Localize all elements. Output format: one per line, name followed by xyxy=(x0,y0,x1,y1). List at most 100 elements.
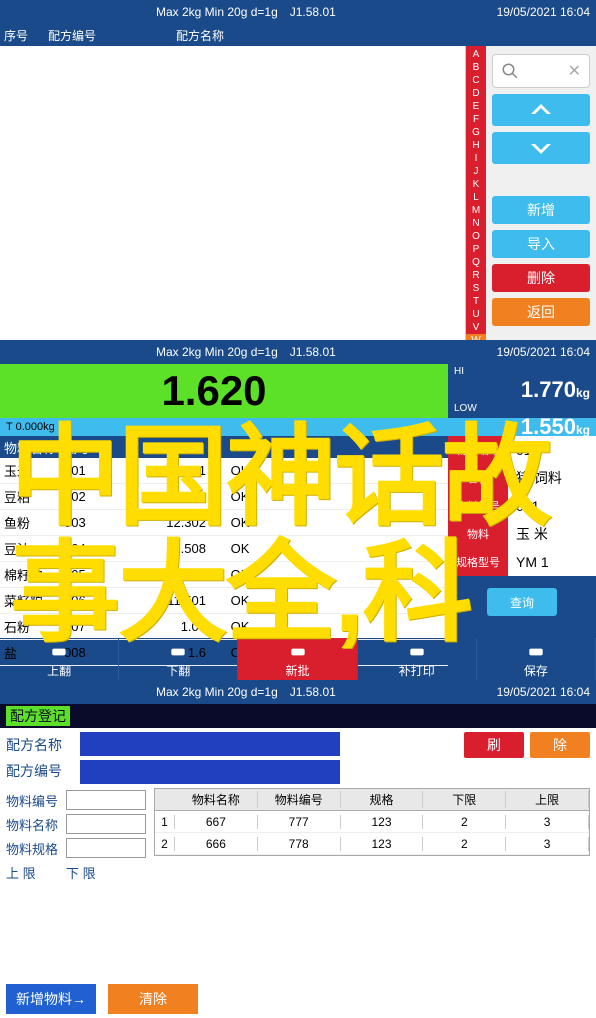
screen-recipe-list: Max 2kg Min 20g d=1g J1.58.01 19/05/2021… xyxy=(0,0,596,340)
index-R[interactable]: R xyxy=(466,269,486,282)
scroll-up-button[interactable] xyxy=(492,94,590,126)
footer-toolbar: 上翻下翻新批补打印保存 xyxy=(0,638,596,684)
foot-补打印[interactable]: 补打印 xyxy=(358,638,477,684)
info-code-lbl: 物料编号 xyxy=(448,436,508,464)
material-grid: 物料名称物料编号规格下限上限 166777712323266677812323 xyxy=(154,788,590,856)
mat-code-input[interactable] xyxy=(66,790,146,810)
info-code-val: 01 xyxy=(508,436,596,464)
search-icon xyxy=(501,62,519,80)
import-button[interactable]: 导入 xyxy=(492,230,590,258)
foot-下翻[interactable]: 下翻 xyxy=(119,638,238,684)
index-F[interactable]: F xyxy=(466,113,486,126)
col-name: 配方名称 xyxy=(176,27,224,44)
hi-value: 1.770 xyxy=(521,377,576,402)
index-O[interactable]: O xyxy=(466,230,486,243)
index-G[interactable]: G xyxy=(466,126,486,139)
query-button[interactable]: 查询 xyxy=(487,588,557,616)
top-status-bar-3: Max 2kg Min 20g d=1g J1.58.01 19/05/2021… xyxy=(0,680,596,704)
index-V[interactable]: V xyxy=(466,321,486,334)
info-spec-val: 001 xyxy=(508,492,596,520)
table-row[interactable]: 棉籽粕00513.353OK xyxy=(0,562,448,588)
th-name: 物料名称 xyxy=(0,438,60,457)
index-B[interactable]: B xyxy=(466,61,486,74)
refresh-button[interactable]: 刷 xyxy=(464,732,524,758)
index-I[interactable]: I xyxy=(466,152,486,165)
index-E[interactable]: E xyxy=(466,100,486,113)
index-N[interactable]: N xyxy=(466,217,486,230)
table-row[interactable]: 鱼粉00312.302OK xyxy=(0,510,448,536)
foot-icon xyxy=(288,644,308,660)
info-sku-lbl: 规格型号 xyxy=(448,548,508,576)
info-spec-lbl: 物料编号 xyxy=(448,492,508,520)
index-M[interactable]: M xyxy=(466,204,486,217)
index-H[interactable]: H xyxy=(466,139,486,152)
col-code: 配方编号 xyxy=(48,27,96,44)
close-icon[interactable]: ✕ xyxy=(568,61,581,81)
info-panel: 物料编号01 名称猪 饲料 物料编号001 物料玉 米 规格型号YM 1 查询 xyxy=(448,436,596,638)
table-header: 序号 配方编号 配方名称 xyxy=(0,24,596,46)
datetime: 19/05/2021 16:04 xyxy=(497,5,590,19)
foot-icon xyxy=(49,644,69,660)
index-A[interactable]: A xyxy=(466,48,486,61)
info-name-val: 猪 饲料 xyxy=(508,464,596,492)
add-button[interactable]: 新增 xyxy=(492,196,590,224)
screen-recipe-register: Max 2kg Min 20g d=1g J1.58.01 19/05/2021… xyxy=(0,680,596,1018)
index-C[interactable]: C xyxy=(466,74,486,87)
table-row[interactable]: 菜籽粕00611.501OK xyxy=(0,588,448,614)
material-table: 物料名称 编号 玉米00123.301OK豆粕00218.209OK鱼粉0031… xyxy=(0,436,448,638)
grid-row[interactable]: 266677812323 xyxy=(155,833,589,855)
foot-上翻[interactable]: 上翻 xyxy=(0,638,119,684)
search-input[interactable]: ✕ xyxy=(492,54,590,88)
remove-button[interactable]: 除 xyxy=(530,732,590,758)
recipe-code-input[interactable] xyxy=(80,760,340,784)
index-T[interactable]: T xyxy=(466,295,486,308)
table-row[interactable]: 玉米00123.301OK xyxy=(0,458,448,484)
add-material-button[interactable]: 新增物料→ xyxy=(6,984,96,1014)
top-status-bar-2: Max 2kg Min 20g d=1g J1.58.01 19/05/2021… xyxy=(0,340,596,364)
index-K[interactable]: K xyxy=(466,178,486,191)
hi-label: HI xyxy=(454,366,590,377)
table-row[interactable]: 豆油0042.508OK xyxy=(0,536,448,562)
foot-新批[interactable]: 新批 xyxy=(238,638,357,684)
index-S[interactable]: S xyxy=(466,282,486,295)
recipe-list-area[interactable] xyxy=(0,46,466,340)
mat-name-input[interactable] xyxy=(66,814,146,834)
screen-weighing: Max 2kg Min 20g d=1g J1.58.01 19/05/2021… xyxy=(0,340,596,680)
grid-row[interactable]: 166777712323 xyxy=(155,811,589,833)
side-panel: ✕ 新增 导入 删除 返回 xyxy=(486,46,596,340)
info-name-lbl: 名称 xyxy=(448,464,508,492)
mat-spec-input[interactable] xyxy=(66,838,146,858)
index-J[interactable]: J xyxy=(466,165,486,178)
firmware-version: J1.58.01 xyxy=(290,5,336,19)
foot-icon xyxy=(168,644,188,660)
recipe-name-input[interactable] xyxy=(80,732,340,756)
info-mat-lbl: 物料 xyxy=(448,520,508,548)
index-Q[interactable]: Q xyxy=(466,256,486,269)
foot-icon xyxy=(526,644,546,660)
lbl-recipe-code: 配方编号 xyxy=(6,761,76,781)
foot-保存[interactable]: 保存 xyxy=(477,638,596,684)
clear-button[interactable]: 清除 xyxy=(108,984,198,1014)
index-U[interactable]: U xyxy=(466,308,486,321)
foot-icon xyxy=(407,644,427,660)
info-mat-val: 玉 米 xyxy=(508,520,596,548)
material-form: 物料编号 物料名称 物料规格 上 限下 限 xyxy=(6,788,146,884)
index-P[interactable]: P xyxy=(466,243,486,256)
col-seq: 序号 xyxy=(4,27,28,44)
lbl-recipe-name: 配方名称 xyxy=(6,735,76,755)
table-row[interactable]: 石粉0071.06OK xyxy=(0,614,448,640)
limit-panel: HI 1.770kg LOW 1.550kg xyxy=(448,364,596,418)
table-row[interactable]: 豆粕00218.209OK xyxy=(0,484,448,510)
device-spec: Max 2kg Min 20g d=1g xyxy=(156,5,278,19)
th-code: 编号 xyxy=(60,438,120,457)
weight-display: 1.620 xyxy=(0,364,448,418)
index-D[interactable]: D xyxy=(466,87,486,100)
index-L[interactable]: L xyxy=(466,191,486,204)
back-button[interactable]: 返回 xyxy=(492,298,590,326)
page-title: 配方登记 xyxy=(0,704,596,728)
info-sku-val: YM 1 xyxy=(508,548,596,576)
scroll-down-button[interactable] xyxy=(492,132,590,164)
lo-label: LOW xyxy=(454,403,590,414)
delete-button[interactable]: 删除 xyxy=(492,264,590,292)
alpha-index[interactable]: ABCDEFGHIJKLMNOPQRSTUV WXYZ xyxy=(466,46,486,340)
